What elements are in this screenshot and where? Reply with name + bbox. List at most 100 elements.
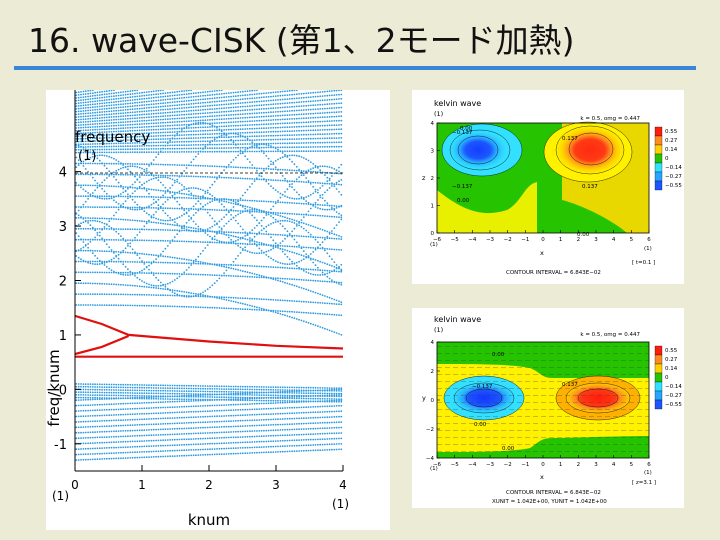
blue-point <box>286 142 289 145</box>
blue-point <box>155 106 157 108</box>
blue-point <box>211 241 214 244</box>
blue-point <box>284 195 286 197</box>
blue-point <box>251 272 254 275</box>
blue-point <box>220 107 223 110</box>
blue-point <box>155 144 157 147</box>
blue-point <box>206 105 209 107</box>
blue-point <box>300 156 303 158</box>
blue-point <box>237 199 240 201</box>
blue-point <box>157 144 160 147</box>
blue-point <box>129 304 132 307</box>
blue-point <box>321 241 324 244</box>
blue-point <box>211 238 214 241</box>
blue-point <box>82 165 85 167</box>
blue-point <box>253 143 256 145</box>
blue-point <box>335 115 338 118</box>
blue-point <box>326 275 329 278</box>
blue-point <box>338 145 340 148</box>
blue-point <box>185 193 188 196</box>
blue-point <box>295 101 298 104</box>
blue-point <box>288 169 291 172</box>
blue-point <box>190 230 193 232</box>
blue-point <box>291 134 293 136</box>
blue-point <box>96 154 99 157</box>
blue-point <box>225 136 228 138</box>
blue-point <box>279 222 282 225</box>
blue-point <box>291 118 293 120</box>
blue-point <box>103 262 106 264</box>
blue-point <box>286 90 289 92</box>
blue-point <box>113 104 115 106</box>
blue-point <box>113 121 115 124</box>
blue-point <box>284 142 286 145</box>
blue-point <box>80 173 82 176</box>
blue-point <box>333 237 336 240</box>
blue-point <box>134 195 136 198</box>
blue-point <box>293 93 296 96</box>
blue-point <box>241 297 244 300</box>
blue-point <box>328 270 331 272</box>
blue-point <box>171 196 174 199</box>
blue-point <box>331 182 333 185</box>
blue-point <box>185 305 188 308</box>
blue-point <box>265 92 268 94</box>
blue-point <box>80 293 82 295</box>
blue-point <box>260 96 263 99</box>
blue-point <box>136 178 139 181</box>
blue-point <box>138 138 141 141</box>
blue-point <box>326 137 329 140</box>
blue-point <box>122 203 125 205</box>
blue-point <box>251 124 254 126</box>
blue-point <box>295 198 298 200</box>
blue-point <box>162 261 164 264</box>
blue-point <box>272 146 275 148</box>
blue-point <box>326 230 329 233</box>
blue-point <box>185 226 188 228</box>
blue-point <box>171 127 174 130</box>
blue-point <box>164 144 167 147</box>
blue-point <box>314 188 317 191</box>
blue-point <box>300 196 303 198</box>
blue-point <box>239 177 242 180</box>
blue-point <box>272 130 275 133</box>
blue-point <box>183 127 186 130</box>
blue-point <box>321 91 324 93</box>
blue-point <box>138 163 141 165</box>
blue-point <box>195 116 197 119</box>
blue-point <box>331 330 333 333</box>
blue-point <box>181 240 183 243</box>
blue-point <box>159 96 162 98</box>
blue-point <box>319 124 322 127</box>
blue-point <box>321 185 324 187</box>
blue-point <box>324 208 326 211</box>
blue-point <box>89 129 92 131</box>
blue-point <box>84 132 87 134</box>
blue-point <box>134 120 136 123</box>
blue-point <box>159 99 162 102</box>
blue-point <box>120 283 122 286</box>
blue-point <box>145 196 148 198</box>
blue-point <box>89 206 92 208</box>
blue-point <box>143 253 146 256</box>
blue-point <box>295 235 298 237</box>
blue-point <box>171 174 174 177</box>
blue-point <box>171 98 174 100</box>
blue-point <box>169 95 171 97</box>
blue-point <box>258 119 261 122</box>
blue-point <box>159 102 162 105</box>
blue-point <box>302 117 305 120</box>
blue-point <box>190 151 193 153</box>
blue-point <box>340 132 343 135</box>
blue-point <box>110 271 113 274</box>
blue-point <box>75 121 78 124</box>
blue-point <box>312 170 315 173</box>
blue-point <box>101 154 103 157</box>
blue-point <box>319 169 322 172</box>
blue-point <box>84 219 87 222</box>
blue-point <box>176 289 179 292</box>
blue-point <box>298 224 300 227</box>
blue-point <box>120 136 122 139</box>
blue-point <box>314 146 317 148</box>
blue-point <box>225 263 228 266</box>
blue-point <box>277 191 279 193</box>
